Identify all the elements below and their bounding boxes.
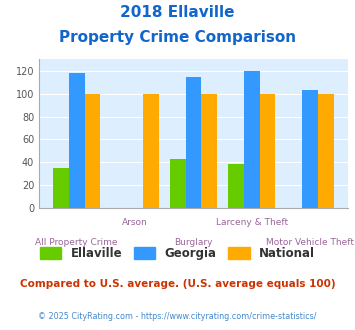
- Bar: [69, 73, 84, 208]
- Bar: [143, 94, 159, 208]
- Text: Compared to U.S. average. (U.S. average equals 100): Compared to U.S. average. (U.S. average …: [20, 279, 335, 289]
- Text: Larceny & Theft: Larceny & Theft: [216, 218, 288, 227]
- Text: Property Crime Comparison: Property Crime Comparison: [59, 30, 296, 45]
- Bar: [170, 159, 186, 208]
- Bar: [186, 77, 201, 208]
- Bar: [260, 94, 275, 208]
- Bar: [228, 164, 244, 208]
- Bar: [318, 94, 334, 208]
- Bar: [201, 94, 217, 208]
- Text: All Property Crime: All Property Crime: [36, 238, 118, 247]
- Bar: [302, 90, 318, 208]
- Bar: [244, 71, 260, 208]
- Text: Motor Vehicle Theft: Motor Vehicle Theft: [266, 238, 354, 247]
- Text: © 2025 CityRating.com - https://www.cityrating.com/crime-statistics/: © 2025 CityRating.com - https://www.city…: [38, 312, 317, 321]
- Bar: [84, 94, 100, 208]
- Text: Arson: Arson: [122, 218, 148, 227]
- Text: 2018 Ellaville: 2018 Ellaville: [120, 5, 235, 20]
- Legend: Ellaville, Georgia, National: Ellaville, Georgia, National: [35, 242, 320, 264]
- Text: Burglary: Burglary: [174, 238, 213, 247]
- Bar: [53, 168, 69, 208]
